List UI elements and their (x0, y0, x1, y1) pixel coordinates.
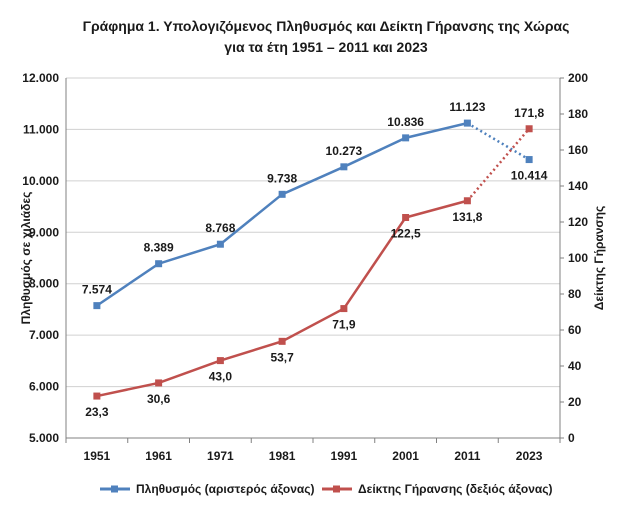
left-tick-label: 12.000 (22, 71, 59, 85)
series-point-1 (278, 337, 286, 345)
data-labels: 7.574 8.389 8.768 9.738 10.273 10.836 11.123 10… (82, 100, 548, 419)
series-point-0 (525, 156, 533, 164)
series-point-0 (278, 190, 286, 198)
aging-index-data-label: 23,3 (85, 405, 109, 419)
x-tick-label: 1961 (145, 449, 172, 463)
left-tick-label: 8.000 (29, 277, 59, 291)
right-tick-label: 20 (568, 395, 582, 409)
legend-label-population: Πληθυσμός (αριστερός άξονας) (136, 482, 315, 496)
population-data-label: 8.768 (205, 221, 235, 235)
left-tick-label: 9.000 (29, 225, 59, 239)
left-tick-label: 7.000 (29, 328, 59, 342)
grid-lines (66, 77, 560, 439)
right-axis-label: Δείκτης Γήρανσης (592, 206, 606, 310)
series-point-0 (340, 163, 348, 171)
right-tick-label: 200 (568, 71, 588, 85)
right-tick-label: 180 (568, 107, 588, 121)
right-tick-label: 160 (568, 143, 588, 157)
population-data-label: 8.389 (144, 241, 174, 255)
right-axis-ticks: 0 20 40 60 80 100 120 140 160 180 200 (560, 71, 588, 445)
chart-title-line-2: για τα έτη 1951 – 2011 και 2023 (224, 39, 428, 55)
aging-index-data-label: 171,8 (514, 106, 544, 120)
right-tick-label: 80 (568, 287, 582, 301)
x-tick-label: 1951 (84, 449, 111, 463)
right-tick-label: 0 (568, 431, 575, 445)
series-line-0 (96, 121, 468, 307)
x-tick-label: 1971 (207, 449, 234, 463)
population-data-label: 9.738 (267, 171, 297, 185)
right-tick-label: 100 (568, 251, 588, 265)
population-data-label: 10.414 (511, 169, 548, 183)
series-projection-0 (466, 122, 530, 161)
chart-title-line-1: Γράφημα 1. Υπολογιζόμενος Πληθυσμός και … (83, 18, 570, 34)
legend: Πληθυσμός (αριστερός άξονας) Δείκτης Γήρ… (100, 482, 552, 496)
series-point-0 (93, 302, 101, 310)
x-tick-label: 2023 (516, 449, 543, 463)
x-tick-label: 1981 (269, 449, 296, 463)
x-tick-label: 1991 (331, 449, 358, 463)
aging-index-data-label: 122,5 (391, 227, 421, 241)
series-projection-1 (466, 127, 531, 202)
series-point-1 (402, 214, 410, 221)
series (93, 119, 533, 400)
left-tick-label: 10.000 (22, 174, 59, 188)
series-point-1 (216, 357, 224, 365)
aging-index-data-label: 53,7 (270, 350, 294, 364)
right-tick-label: 120 (568, 215, 588, 229)
x-axis-ticks: 1951 1961 1971 1981 1991 2001 2011 2023 (65, 438, 561, 463)
series-point-1 (525, 125, 533, 133)
population-data-label: 10.836 (387, 115, 424, 129)
series-point-0 (463, 119, 471, 127)
left-tick-label: 5.000 (29, 431, 59, 445)
series-point-0 (216, 240, 224, 248)
aging-index-data-label: 30,6 (147, 392, 171, 406)
right-tick-label: 40 (568, 359, 582, 373)
left-axis-ticks: 5.000 6.000 7.000 8.000 9.000 10.000 11.000 12.… (22, 71, 59, 445)
legend-label-aging-index: Δείκτης Γήρανσης (δεξιός άξονας) (358, 482, 552, 496)
series-point-1 (463, 197, 471, 205)
left-tick-label: 11.000 (23, 122, 59, 136)
legend-marker-aging-index (333, 485, 340, 493)
series-point-0 (155, 260, 163, 268)
population-data-label: 11.123 (449, 100, 485, 114)
aging-index-data-label: 43,0 (209, 370, 233, 384)
series-point-1 (93, 392, 101, 400)
x-tick-label: 2011 (454, 449, 480, 463)
axes (65, 78, 561, 439)
legend-item-aging-index: Δείκτης Γήρανσης (δεξιός άξονας) (322, 482, 552, 496)
aging-index-data-label: 71,9 (332, 318, 356, 332)
aging-index-data-label: 131,8 (452, 210, 482, 224)
series-point-1 (155, 379, 163, 387)
left-tick-label: 6.000 (29, 380, 59, 394)
right-tick-label: 140 (568, 179, 588, 193)
population-data-label: 10.273 (326, 144, 363, 158)
series-point-0 (402, 134, 410, 142)
legend-item-population: Πληθυσμός (αριστερός άξονας) (100, 482, 315, 496)
series-point-1 (340, 305, 348, 313)
population-data-label: 7.574 (82, 283, 112, 297)
legend-marker-population (111, 485, 118, 493)
left-axis-label: Πληθυσμός σε χιλιάδες (19, 192, 33, 325)
right-tick-label: 60 (568, 323, 582, 337)
x-tick-label: 2001 (392, 449, 419, 463)
